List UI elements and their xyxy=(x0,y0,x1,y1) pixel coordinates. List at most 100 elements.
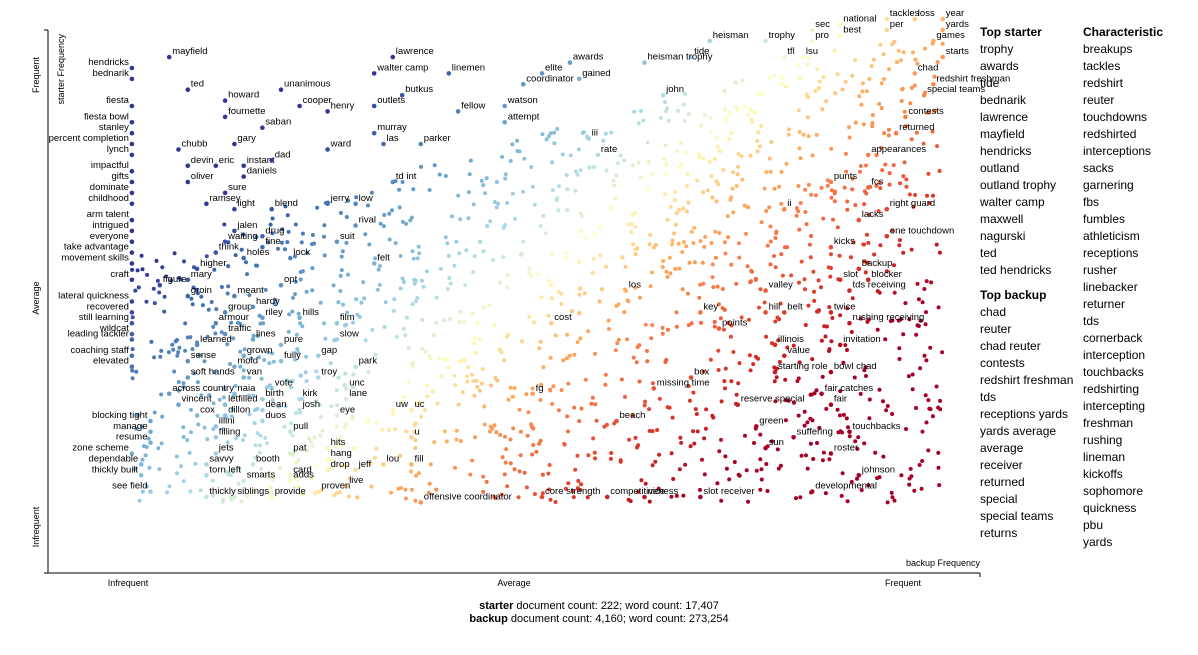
term-label[interactable]: per xyxy=(890,19,904,30)
labeled-point-dot[interactable] xyxy=(390,179,396,185)
term-label[interactable]: gary xyxy=(237,133,256,144)
top-backup-item[interactable]: tds xyxy=(980,390,997,404)
labeled-point-dot[interactable] xyxy=(204,462,209,467)
labeled-point-dot[interactable] xyxy=(502,103,508,109)
labeled-point-dot[interactable] xyxy=(353,201,358,207)
top-backup-item[interactable]: returns xyxy=(980,526,1018,540)
labeled-point-dot[interactable] xyxy=(754,424,759,429)
term-label[interactable]: daniels xyxy=(247,166,277,177)
labeled-point-dot[interactable] xyxy=(213,320,219,326)
labeled-point-dot[interactable] xyxy=(940,27,945,33)
term-label[interactable]: u xyxy=(415,426,420,437)
labeled-point-dot[interactable] xyxy=(185,375,191,380)
labeled-point-dot[interactable] xyxy=(884,16,890,22)
labeled-point-dot[interactable] xyxy=(381,462,386,467)
labeled-point-dot[interactable] xyxy=(185,293,191,299)
characteristic-item[interactable]: cornerback xyxy=(1083,331,1143,345)
labeled-point-dot[interactable] xyxy=(847,288,852,293)
characteristic-item[interactable]: sacks xyxy=(1083,161,1114,175)
labeled-point-dot[interactable] xyxy=(129,120,135,125)
labeled-point-dot[interactable] xyxy=(260,407,265,413)
term-label[interactable]: kirk xyxy=(303,388,318,399)
labeled-point-dot[interactable] xyxy=(222,114,228,120)
term-label[interactable]: suffering xyxy=(797,426,833,437)
labeled-point-dot[interactable] xyxy=(316,353,321,359)
term-label[interactable]: bowl chad xyxy=(834,361,877,372)
labeled-point-dot[interactable] xyxy=(278,282,284,288)
labeled-point-dot[interactable] xyxy=(642,494,647,500)
labeled-point-dot[interactable] xyxy=(819,391,824,397)
labeled-point-dot[interactable] xyxy=(912,71,918,76)
labeled-point-dot[interactable] xyxy=(763,310,768,315)
characteristic-item[interactable]: returner xyxy=(1083,297,1126,311)
term-label[interactable]: fill xyxy=(415,453,424,464)
labeled-point-dot[interactable] xyxy=(250,337,256,342)
term-label[interactable]: traffic xyxy=(228,323,251,334)
term-label[interactable]: national xyxy=(843,14,876,25)
term-label[interactable]: td int xyxy=(396,171,417,182)
labeled-point-dot[interactable] xyxy=(893,130,899,136)
labeled-point-dot[interactable] xyxy=(129,179,135,185)
term-label[interactable]: proven xyxy=(321,481,350,492)
term-label[interactable]: blend xyxy=(275,198,298,209)
labeled-point-dot[interactable] xyxy=(269,206,275,212)
term-label[interactable]: childhood xyxy=(88,193,129,204)
labeled-point-dot[interactable] xyxy=(549,320,554,326)
term-label[interactable]: heisman trophy xyxy=(648,52,713,63)
top-backup-item[interactable]: yards average xyxy=(980,424,1057,438)
labeled-point-dot[interactable] xyxy=(129,261,135,266)
term-label[interactable]: core strength xyxy=(545,486,600,497)
term-label[interactable]: fellow xyxy=(461,100,485,111)
term-label[interactable]: wildcat xyxy=(99,323,129,334)
term-label[interactable]: everyone xyxy=(90,231,129,242)
characteristic-item[interactable]: reuter xyxy=(1083,93,1115,107)
labeled-point-dot[interactable] xyxy=(409,407,414,413)
term-label[interactable]: opt xyxy=(284,274,298,285)
labeled-point-dot[interactable] xyxy=(129,331,135,337)
labeled-point-dot[interactable] xyxy=(194,266,200,272)
term-label[interactable]: illinois xyxy=(778,334,804,345)
term-label[interactable]: fournette xyxy=(228,106,266,117)
term-label[interactable]: right guard xyxy=(890,198,935,209)
labeled-point-dot[interactable] xyxy=(204,494,209,500)
labeled-point-dot[interactable] xyxy=(269,494,275,500)
labeled-point-dot[interactable] xyxy=(716,326,722,331)
term-label[interactable]: iii xyxy=(592,128,598,139)
labeled-point-dot[interactable] xyxy=(250,304,256,310)
labeled-point-dot[interactable] xyxy=(176,147,181,152)
labeled-point-dot[interactable] xyxy=(446,71,452,76)
characteristic-item[interactable]: yards xyxy=(1083,535,1113,549)
term-label[interactable]: ward xyxy=(330,139,352,150)
term-label[interactable]: armour xyxy=(219,312,249,323)
labeled-point-dot[interactable] xyxy=(129,320,135,326)
term-label[interactable]: grown xyxy=(247,345,273,356)
term-label[interactable]: walter camp xyxy=(376,62,428,73)
term-label[interactable]: think xyxy=(219,242,239,253)
top-starter-item[interactable]: nagurski xyxy=(980,229,1026,243)
labeled-point-dot[interactable] xyxy=(921,92,927,98)
term-label[interactable]: green xyxy=(759,415,783,426)
term-label[interactable]: elevated xyxy=(93,356,129,367)
labeled-point-dot[interactable] xyxy=(418,500,424,505)
term-label[interactable]: redshirt freshman xyxy=(936,73,1010,84)
term-label[interactable]: reserve special xyxy=(741,394,805,405)
term-label[interactable]: waiting xyxy=(227,231,258,242)
labeled-point-dot[interactable] xyxy=(530,391,535,397)
term-label[interactable]: arm talent xyxy=(87,209,130,220)
labeled-point-dot[interactable] xyxy=(809,489,815,494)
characteristic-item[interactable]: rushing xyxy=(1083,433,1123,447)
labeled-point-dot[interactable] xyxy=(931,38,936,44)
labeled-point-dot[interactable] xyxy=(129,250,135,255)
labeled-point-dot[interactable] xyxy=(828,310,834,315)
labeled-point-dot[interactable] xyxy=(828,244,834,250)
labeled-point-dot[interactable] xyxy=(129,168,135,174)
top-backup-item[interactable]: contests xyxy=(980,356,1025,370)
term-label[interactable]: jerry xyxy=(330,193,350,204)
term-label[interactable]: watson xyxy=(507,95,538,106)
term-label[interactable]: van xyxy=(247,367,262,378)
labeled-point-dot[interactable] xyxy=(576,76,582,82)
term-label[interactable]: pro xyxy=(815,30,829,41)
term-label[interactable]: appearances xyxy=(871,144,926,155)
labeled-point-dot[interactable] xyxy=(204,473,209,478)
term-label[interactable]: adds xyxy=(293,470,314,481)
